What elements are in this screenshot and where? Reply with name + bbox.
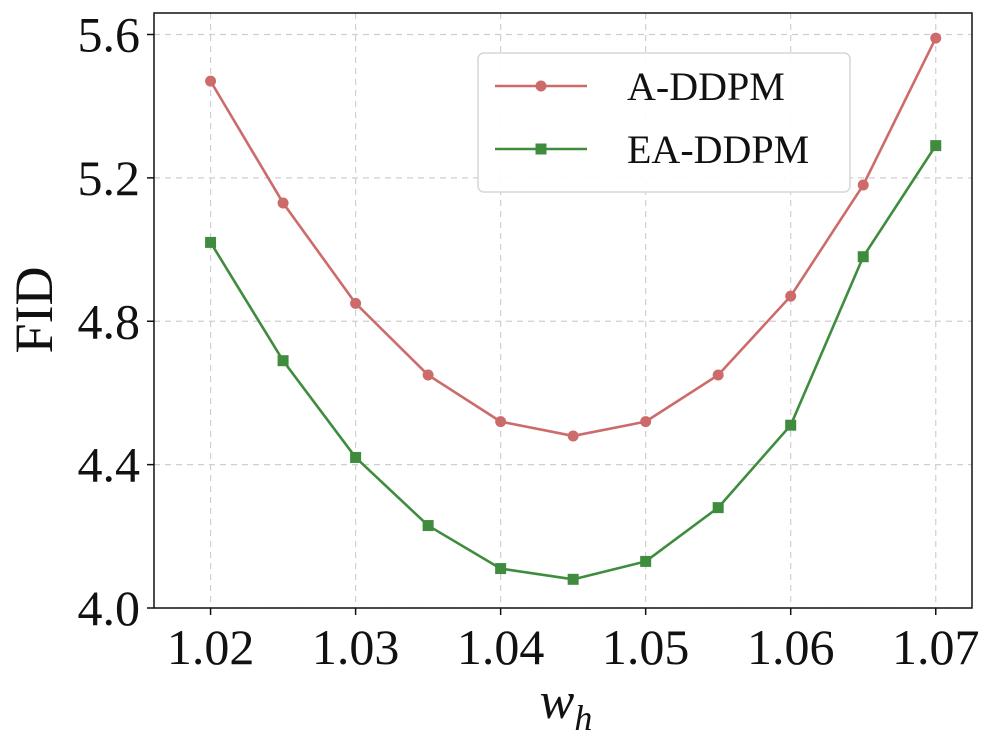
data-point-a-ddpm [205, 75, 217, 87]
data-point-ea-ddpm [712, 502, 724, 514]
data-point-ea-ddpm [857, 251, 869, 263]
x-tick-label: 1.02 [167, 619, 255, 675]
data-point-a-ddpm [422, 369, 434, 381]
ticks [147, 33, 937, 615]
x-tick-label: 1.05 [602, 619, 690, 675]
legend-entry-a-ddpm: A-DDPM [495, 64, 785, 109]
data-point-ea-ddpm [422, 520, 434, 532]
data-point-ea-ddpm [567, 573, 579, 585]
y-tick-label: 5.6 [78, 7, 141, 63]
legend-entry-ea-ddpm: EA-DDPM [495, 127, 809, 172]
data-point-a-ddpm [785, 290, 797, 302]
data-point-a-ddpm [857, 179, 869, 191]
x-tick-label: 1.04 [457, 619, 545, 675]
y-tick-label: 4.8 [78, 293, 141, 349]
data-point-ea-ddpm [205, 236, 217, 248]
x-axis-label-subscript: h [574, 698, 592, 738]
data-point-a-ddpm [277, 197, 289, 209]
data-point-a-ddpm [640, 416, 652, 428]
data-point-ea-ddpm [350, 451, 362, 463]
data-point-ea-ddpm [930, 140, 942, 152]
data-point-ea-ddpm [495, 563, 507, 575]
series-ea-ddpm [205, 140, 942, 585]
data-point-a-ddpm [495, 416, 507, 428]
legend: A-DDPM EA-DDPM [477, 52, 851, 193]
series-a-ddpm [205, 32, 942, 442]
data-point-ea-ddpm [785, 419, 797, 431]
y-tick-label: 4.4 [78, 437, 141, 493]
series-layer [205, 32, 942, 585]
x-tick-label: 1.03 [312, 619, 400, 675]
data-point-a-ddpm [930, 32, 942, 44]
legend-box [477, 52, 851, 193]
data-point-ea-ddpm [277, 355, 289, 367]
legend-marker-ea-ddpm [535, 143, 547, 155]
x-tick-label: 1.06 [747, 619, 835, 675]
y-tick-label: 4.0 [78, 580, 141, 636]
x-tick-label: 1.07 [892, 619, 980, 675]
plot-frame [153, 12, 973, 609]
y-axis-label: FID [4, 266, 64, 353]
legend-label-ea-ddpm: EA-DDPM [627, 127, 809, 172]
x-axis-label-main: w [540, 673, 575, 730]
series-line-ea-ddpm [209, 144, 937, 581]
data-point-a-ddpm [712, 369, 724, 381]
tick-labels: 1.02 1.03 1.04 1.05 1.06 1.07 4.0 4.4 4.8 5.2 5.6 [78, 7, 980, 675]
legend-marker-a-ddpm [535, 80, 547, 92]
legend-label-a-ddpm: A-DDPM [627, 64, 785, 109]
data-point-ea-ddpm [640, 555, 652, 567]
y-tick-label: 5.2 [78, 150, 141, 206]
data-point-a-ddpm [567, 430, 579, 442]
x-axis-label: wh [540, 673, 593, 738]
data-point-a-ddpm [350, 297, 362, 309]
